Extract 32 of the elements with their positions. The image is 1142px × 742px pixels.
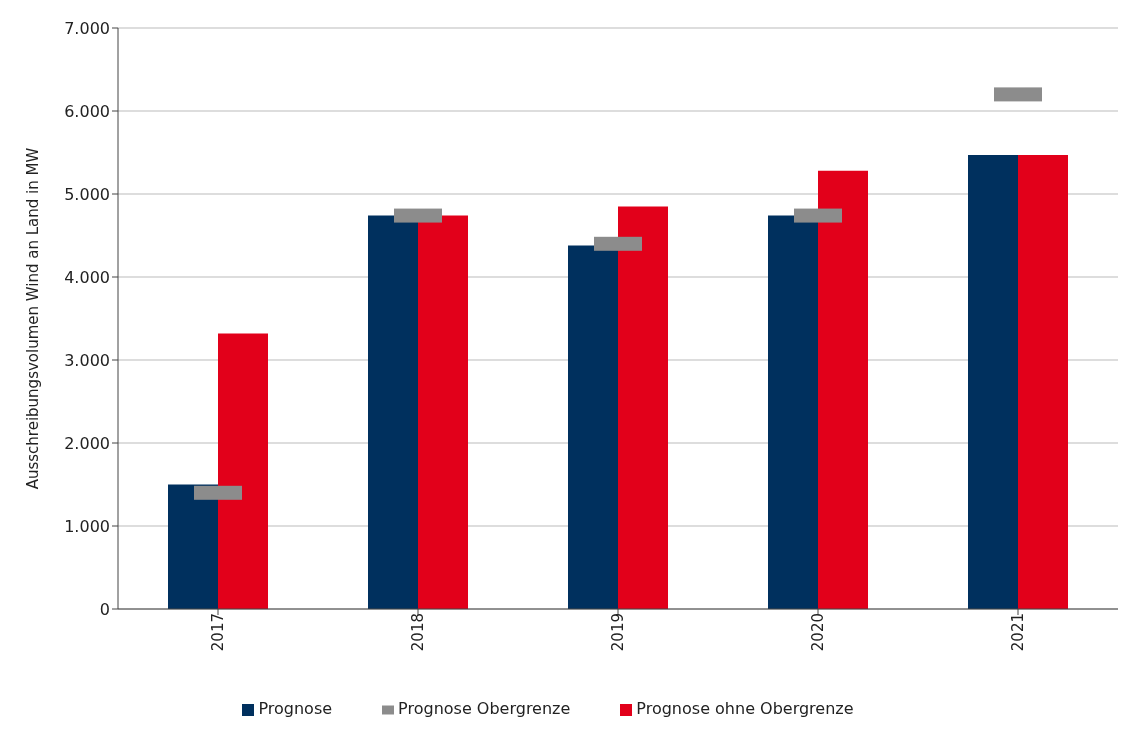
bar: [1018, 154, 1068, 609]
bar: [418, 215, 468, 609]
point: [411, 208, 425, 223]
bar: [968, 154, 1018, 609]
x-tick-label: 2021: [1008, 613, 1027, 652]
bar: [368, 215, 418, 609]
x-tick-label: 2019: [608, 613, 627, 652]
x-tick-label: 2018: [408, 613, 427, 652]
bar: [618, 206, 668, 609]
y-axis-title: Ausschreibungsvolumen Wind an Land in MW: [24, 147, 43, 490]
point: [611, 236, 625, 251]
y-tick-label: 7.000: [64, 18, 110, 38]
point: [811, 208, 825, 223]
y-tick-label: 2.000: [64, 433, 110, 453]
legend-label: Prognose Obergrenze: [398, 699, 571, 718]
y-tick-label: 1.000: [64, 516, 110, 536]
legend-label: Prognose ohne Obergrenze: [636, 699, 854, 718]
bar: [168, 484, 218, 609]
point: [211, 485, 225, 500]
y-tick-label: 6.000: [64, 101, 110, 121]
legend-label: Prognose: [258, 699, 333, 718]
bar: [568, 245, 618, 609]
bar: [818, 170, 868, 609]
y-tick-label: 0: [99, 599, 110, 619]
x-tick-label: 2017: [208, 613, 227, 652]
y-tick-label: 5.000: [64, 184, 110, 204]
x-tick-label: 2020: [808, 613, 827, 652]
y-tick-label: 3.000: [64, 350, 110, 370]
point: [1011, 87, 1025, 102]
y-tick-label: 4.000: [64, 267, 110, 287]
bar: [768, 215, 818, 609]
bar: [218, 333, 268, 609]
